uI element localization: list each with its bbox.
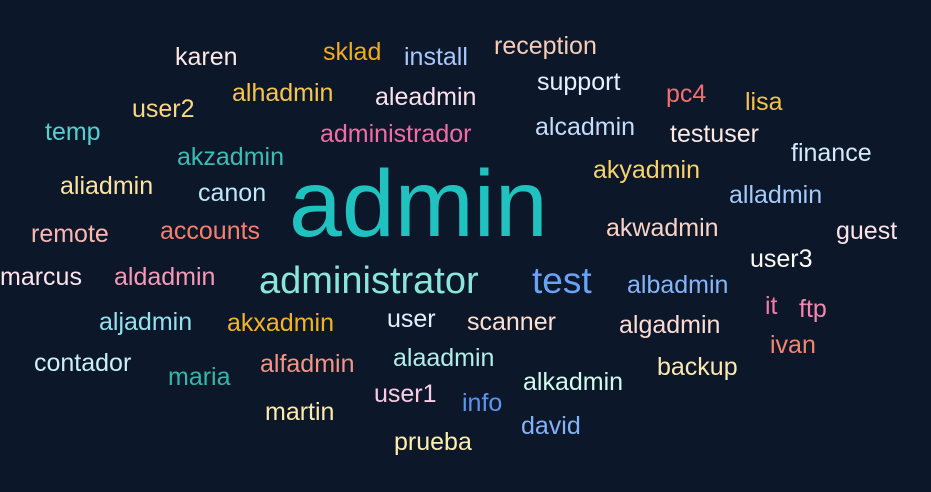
word-pc4: pc4: [666, 80, 707, 108]
word-info: info: [462, 389, 503, 417]
word-alcadmin: alcadmin: [535, 113, 636, 141]
word-reception: reception: [494, 32, 597, 60]
word-akwadmin: akwadmin: [606, 214, 719, 242]
word-install: install: [404, 43, 468, 71]
word-user1: user1: [374, 380, 437, 408]
word-prueba: prueba: [394, 428, 472, 456]
word-remote: remote: [31, 220, 109, 248]
word-canon: canon: [198, 179, 267, 207]
word-guest: guest: [836, 217, 898, 245]
word-support: support: [537, 68, 621, 96]
word-user: user: [387, 305, 436, 333]
word-albadmin: albadmin: [627, 271, 729, 299]
word-ftp: ftp: [799, 295, 827, 323]
word-administrador: administrador: [320, 120, 472, 148]
word-test: test: [532, 260, 592, 301]
word-alkadmin: alkadmin: [523, 368, 624, 396]
word-admin: admin: [289, 151, 548, 257]
word-alhadmin: alhadmin: [232, 79, 334, 107]
word-martin: martin: [265, 398, 335, 426]
word-ivan: ivan: [770, 331, 816, 359]
word-lisa: lisa: [745, 88, 783, 116]
word-marcus: marcus: [0, 263, 82, 291]
word-akxadmin: akxadmin: [227, 309, 334, 337]
word-contador: contador: [34, 349, 132, 377]
word-user3: user3: [750, 245, 813, 273]
word-administrator: administrator: [259, 260, 479, 302]
word-alfadmin: alfadmin: [260, 350, 355, 378]
word-maria: maria: [168, 363, 231, 391]
word-aleadmin: aleadmin: [375, 83, 477, 111]
word-sklad: sklad: [323, 38, 382, 66]
word-david: david: [521, 412, 581, 440]
word-aliadmin: aliadmin: [60, 172, 154, 200]
word-user2: user2: [132, 95, 195, 123]
word-testuser: testuser: [670, 120, 759, 148]
word-alladmin: alladmin: [729, 181, 823, 209]
word-accounts: accounts: [160, 217, 261, 245]
word-karen: karen: [175, 43, 238, 71]
word-scanner: scanner: [467, 308, 556, 336]
word-temp: temp: [45, 118, 101, 146]
word-algadmin: algadmin: [619, 311, 721, 339]
word-aldadmin: aldadmin: [114, 263, 216, 291]
word-it: it: [765, 292, 778, 320]
word-akzadmin: akzadmin: [177, 143, 284, 171]
word-finance: finance: [791, 139, 872, 167]
word-akyadmin: akyadmin: [593, 156, 700, 184]
word-aljadmin: aljadmin: [99, 308, 193, 336]
word-backup: backup: [657, 353, 738, 381]
word-alaadmin: alaadmin: [393, 344, 495, 372]
